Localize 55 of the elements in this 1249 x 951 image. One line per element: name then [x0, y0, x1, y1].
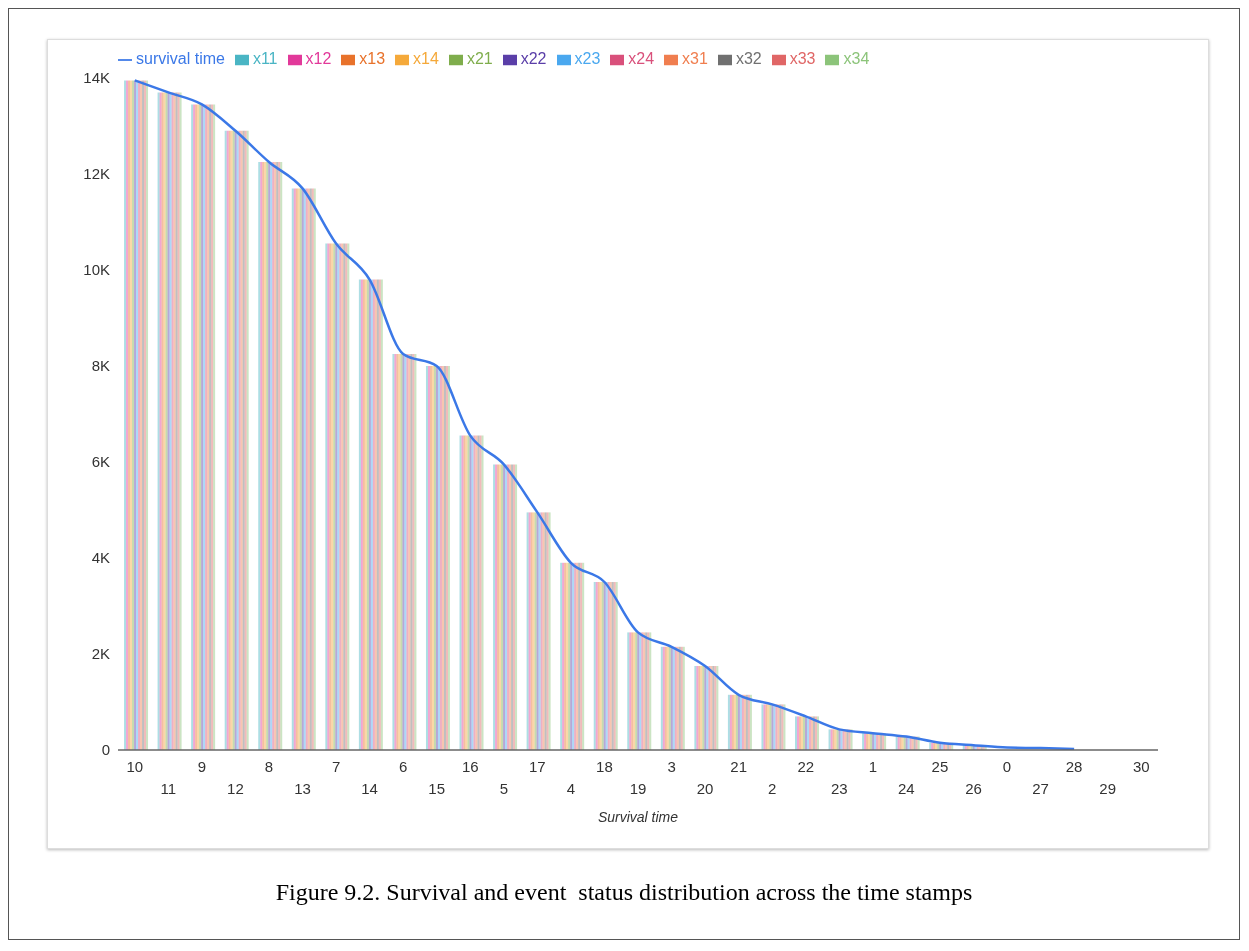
x-tick-label: 22: [797, 758, 815, 775]
x-tick-label: 5: [499, 780, 508, 797]
legend-label: x13: [359, 50, 386, 67]
x-tick-label: 3: [667, 758, 676, 775]
y-tick-label: 0: [101, 741, 110, 759]
x-tick-label: 27: [1032, 780, 1049, 797]
x-tick-label: 21: [730, 758, 747, 775]
x-tick-label: 29: [1099, 780, 1117, 797]
x-tick-label: 18: [596, 758, 613, 775]
x-tick-label: 0: [1002, 758, 1012, 775]
y-tick-label: 4K: [91, 549, 110, 567]
x-tick-label: 11: [160, 780, 177, 797]
x-tick-label: 30: [1132, 758, 1150, 775]
legend-label: x31: [682, 50, 708, 67]
legend-label: x32: [735, 50, 762, 67]
x-tick-label: 10: [126, 758, 144, 775]
y-tick-label: 8K: [91, 357, 110, 375]
x-tick-label: 25: [931, 758, 949, 775]
x-tick-label: 14: [361, 780, 378, 797]
caption: Figure 9.2. Survival and event status distribution across the time stamps: [274, 879, 974, 906]
y-tick-label: 12K: [83, 165, 110, 183]
x-tick-label: 19: [629, 780, 647, 797]
legend-label: x21: [466, 50, 493, 67]
x-tick-label: 28: [1065, 758, 1083, 775]
x-tick-label: 13: [294, 780, 311, 797]
x-tick-label: 7: [331, 758, 341, 775]
legend-label: x14: [413, 50, 439, 67]
y-tick-label: 6K: [91, 453, 110, 471]
legend-label: x23: [574, 50, 601, 67]
x-tick-label: 15: [428, 780, 446, 797]
x-tick-label: 6: [398, 758, 408, 775]
y-tick-label: 10K: [83, 261, 110, 279]
y-tick-label: 2K: [91, 645, 110, 663]
legend-label: x24: [628, 50, 655, 67]
x-axis-title: Survival time: [597, 809, 679, 825]
legend-label: x22: [520, 50, 547, 67]
legend-label: x33: [789, 50, 816, 67]
x-tick-label: 4: [566, 780, 576, 797]
legend-label: x11: [252, 50, 278, 67]
x-tick-label: 12: [227, 780, 244, 797]
x-tick-label: 26: [965, 780, 982, 797]
x-tick-label: 23: [830, 780, 848, 797]
x-tick-label: 9: [197, 758, 207, 775]
legend-label: x34: [843, 50, 870, 67]
x-tick-label: 24: [898, 780, 915, 797]
x-tick-label: 20: [696, 780, 714, 797]
x-tick-label: 8: [264, 758, 274, 775]
line-series: [133, 79, 1076, 750]
legend-label: x12: [305, 50, 332, 67]
x-tick-label: 17: [529, 758, 546, 775]
y-tick-label: 14K: [83, 69, 110, 87]
legend-label: survival time: [136, 50, 225, 67]
x-tick-label: 1: [868, 758, 878, 775]
x-tick-label: 16: [461, 758, 479, 775]
x-tick-label: 2: [768, 780, 777, 797]
